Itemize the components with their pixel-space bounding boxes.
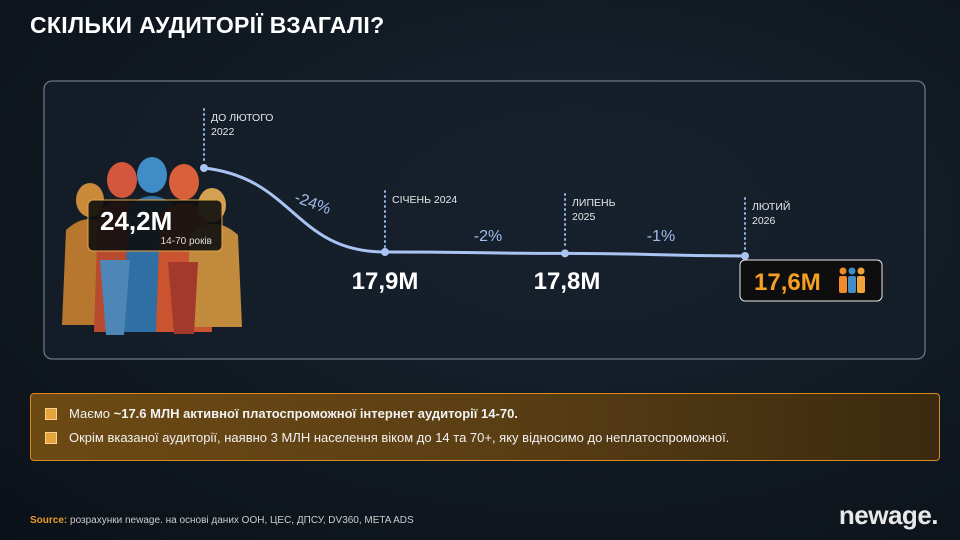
category-label: ЛЮТИЙ 2026 [752, 200, 790, 227]
change-annotation: -1% [647, 228, 675, 245]
note: Маємо ~17.6 МЛН активної платоспроможної… [45, 402, 925, 426]
note-bold: ~17.6 МЛН активної платоспроможної інтер… [113, 406, 518, 421]
note-text: Маємо [69, 406, 114, 421]
people-icon [848, 267, 856, 275]
data-point [561, 249, 569, 258]
value-box [87, 199, 223, 252]
data-point [381, 248, 389, 256]
notes-box: Маємо ~17.6 МЛН активної платоспроможної… [30, 393, 940, 461]
chart-panel [43, 80, 926, 360]
data-point [200, 164, 208, 172]
people-icon [839, 267, 847, 275]
slide-title: СКІЛЬКИ АУДИТОРІЇ ВЗАГАЛІ? [30, 12, 385, 38]
chart: ДО ЛЮТОГО 2022 СІЧЕНЬ 2024 ЛИПЕНЬ 2025 ЛЮТИЙ 2… [43, 80, 926, 360]
people-icon [848, 276, 856, 293]
source: Source: розрахунки newage. на основі дан… [30, 515, 414, 526]
value-label: 17,8M [534, 268, 601, 295]
data-point [741, 252, 749, 260]
value-label: 17,9M [352, 268, 419, 295]
category-label: ДО ЛЮТОГО 2022 [211, 112, 273, 138]
data-line [203, 166, 746, 258]
value-note: 14-70 років [161, 236, 212, 247]
note: Окрім вказаної аудиторії, наявно 3 МЛН н… [45, 426, 925, 450]
value-label: 17,6M [754, 269, 821, 296]
people-icon [839, 276, 847, 293]
source-label: Source: [30, 515, 68, 526]
change-annotation: -2% [474, 228, 502, 245]
people-icon [857, 267, 865, 275]
people-icon [857, 276, 865, 293]
category-label: ЛИПЕНЬ 2025 [572, 197, 616, 223]
source-text: розрахунки newage. на основі даних OOH, … [70, 515, 414, 526]
bullet [45, 432, 57, 444]
logo: newage. [838, 500, 939, 530]
value-label: 24,2M [100, 206, 172, 236]
note-text: Окрім вказаної аудиторії, наявно 3 МЛН н… [69, 430, 730, 445]
category-label: СІЧЕНЬ 2024 [392, 194, 457, 206]
bullet [45, 408, 57, 420]
